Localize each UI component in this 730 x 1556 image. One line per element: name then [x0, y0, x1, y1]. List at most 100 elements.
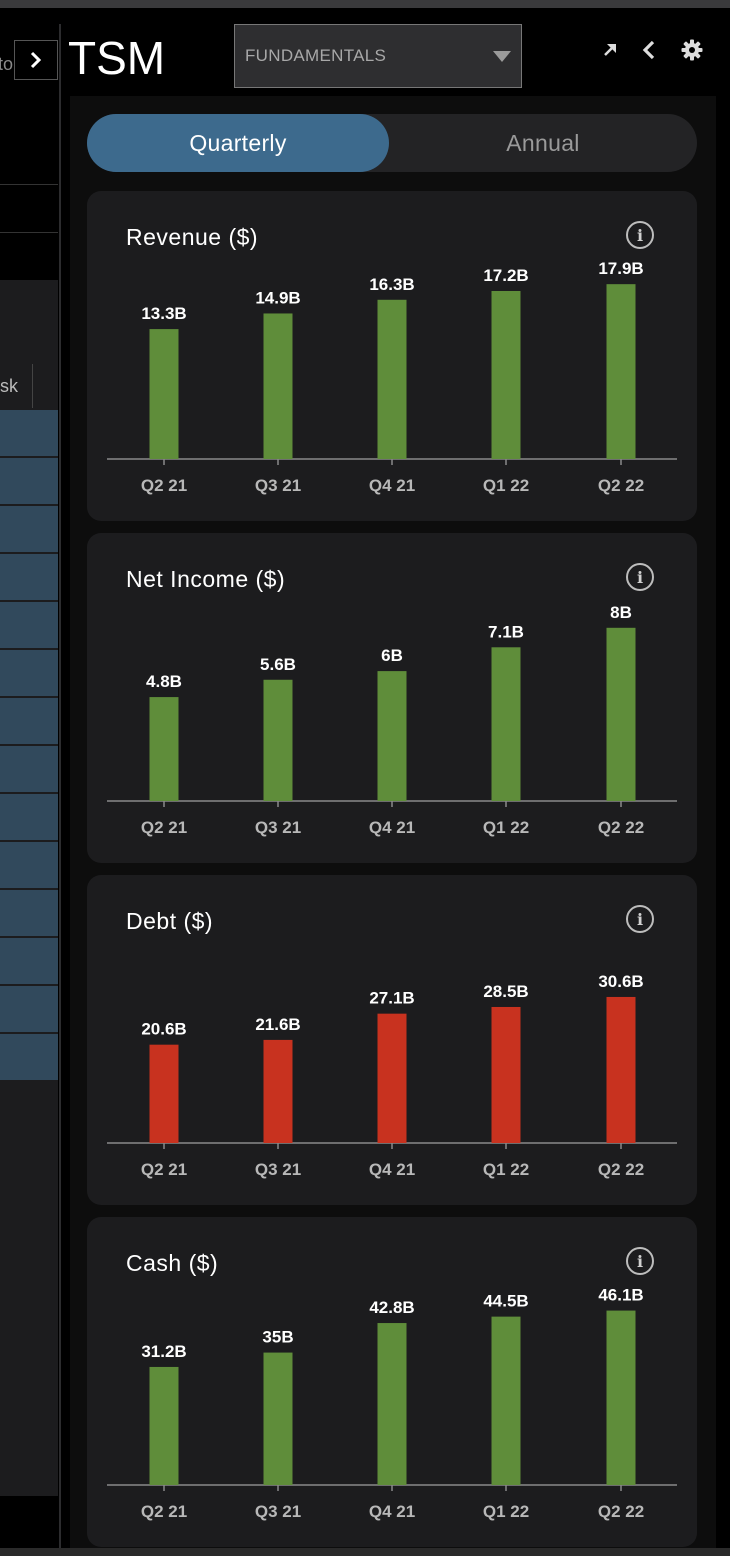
- background-list: to sk: [0, 0, 70, 1556]
- bar[interactable]: [606, 1310, 636, 1485]
- card-title: Cash ($): [126, 1250, 219, 1276]
- bar-value-label: 5.6B: [260, 655, 296, 674]
- x-tick-label: Q2 22: [598, 1502, 644, 1521]
- bar-value-label: 42.8B: [369, 1298, 414, 1317]
- bar[interactable]: [606, 996, 636, 1143]
- popout-button[interactable]: [596, 36, 624, 64]
- info-icon[interactable]: i: [626, 563, 654, 591]
- bar[interactable]: [491, 647, 521, 801]
- x-tick-label: Q2 21: [141, 476, 187, 495]
- table-row[interactable]: [0, 794, 58, 840]
- table-row[interactable]: [0, 1034, 58, 1080]
- table-row[interactable]: [0, 746, 58, 792]
- bar-value-label: 6B: [381, 646, 403, 665]
- caret-down-icon: [493, 51, 511, 62]
- bar[interactable]: [491, 1316, 521, 1485]
- background-cut-text: to: [0, 54, 14, 74]
- bar[interactable]: [149, 329, 179, 459]
- table-row[interactable]: [0, 554, 58, 600]
- bar-value-label: 31.2B: [141, 1342, 186, 1361]
- bar[interactable]: [263, 1039, 293, 1143]
- card-title: Net Income ($): [126, 566, 286, 592]
- bar-value-label: 35B: [262, 1328, 293, 1347]
- bar-value-label: 27.1B: [369, 989, 414, 1008]
- table-row[interactable]: [0, 698, 58, 744]
- x-tick-label: Q1 22: [483, 818, 529, 837]
- x-tick-label: Q4 21: [369, 1160, 415, 1179]
- table-row[interactable]: [0, 890, 58, 936]
- cash-card: Cash ($) i 31.2B Q2 21 35B Q3 21 42.8B Q4 21 4…: [87, 1217, 697, 1547]
- bar[interactable]: [263, 1352, 293, 1485]
- bar-value-label: 4.8B: [146, 672, 182, 691]
- settings-button[interactable]: [678, 36, 706, 64]
- toggle-annual[interactable]: Annual: [506, 129, 580, 156]
- info-icon[interactable]: i: [626, 905, 654, 933]
- x-tick-label: Q2 22: [598, 818, 644, 837]
- x-tick-label: Q2 22: [598, 1160, 644, 1179]
- bar[interactable]: [377, 671, 407, 801]
- bar[interactable]: [606, 284, 636, 459]
- bar[interactable]: [149, 1366, 179, 1485]
- chevron-right-icon: [30, 51, 42, 69]
- background-divider: [0, 184, 58, 185]
- table-row[interactable]: [0, 506, 58, 552]
- x-tick-label: Q1 22: [483, 1160, 529, 1179]
- bar-value-label: 20.6B: [141, 1020, 186, 1039]
- bar[interactable]: [606, 627, 636, 801]
- bar[interactable]: [149, 697, 179, 801]
- cash-chart: 31.2B Q2 21 35B Q3 21 42.8B Q4 21 44.5B Q1 22 46…: [107, 1286, 677, 1521]
- bar-value-label: 46.1B: [598, 1286, 643, 1305]
- revenue-chart: 13.3B Q2 21 14.9B Q3 21 16.3B Q4 21 17.2B Q1 22…: [107, 259, 677, 495]
- table-row[interactable]: [0, 650, 58, 696]
- table-row[interactable]: [0, 842, 58, 888]
- x-tick-label: Q2 21: [141, 1160, 187, 1179]
- info-icon[interactable]: i: [626, 1247, 654, 1275]
- fundamentals-panel: Quarterly Annual Revenue ($) i 13.3B Q2 2…: [70, 96, 716, 1548]
- net-income-card: Net Income ($) i 4.8B Q2 21 5.6B Q3 21 6B Q4 …: [87, 533, 697, 863]
- popout-arrow-icon: [604, 44, 616, 56]
- bar[interactable]: [377, 1013, 407, 1143]
- debt-chart: 20.6B Q2 21 21.6B Q3 21 27.1B Q4 21 28.5B Q1 22…: [107, 972, 677, 1179]
- ticker-symbol: TSM: [68, 32, 166, 84]
- bar[interactable]: [491, 291, 521, 459]
- view-select[interactable]: FUNDAMENTALS: [234, 24, 522, 88]
- table-row[interactable]: [0, 938, 58, 984]
- x-tick-label: Q1 22: [483, 476, 529, 495]
- x-tick-label: Q2 21: [141, 818, 187, 837]
- card-title: Revenue ($): [126, 224, 259, 250]
- table-row[interactable]: [0, 986, 58, 1032]
- bar-value-label: 17.9B: [598, 259, 643, 278]
- bar[interactable]: [149, 1044, 179, 1143]
- bar-value-label: 21.6B: [255, 1015, 300, 1034]
- table-row[interactable]: [0, 458, 58, 504]
- bar[interactable]: [263, 313, 293, 459]
- toggle-quarterly[interactable]: Quarterly: [87, 114, 389, 172]
- bar[interactable]: [377, 1323, 407, 1485]
- bar-value-label: 30.6B: [598, 972, 643, 991]
- bar-value-label: 7.1B: [488, 622, 524, 641]
- x-tick-label: Q3 21: [255, 818, 301, 837]
- period-toggle: Quarterly Annual: [87, 114, 697, 172]
- bar-value-label: 17.2B: [483, 266, 528, 285]
- table-row[interactable]: [0, 602, 58, 648]
- bar[interactable]: [491, 1006, 521, 1143]
- bar-value-label: 16.3B: [369, 275, 414, 294]
- info-icon[interactable]: i: [626, 221, 654, 249]
- collapse-panel-button[interactable]: [14, 40, 58, 80]
- x-tick-label: Q2 22: [598, 476, 644, 495]
- x-tick-label: Q3 21: [255, 1502, 301, 1521]
- bar[interactable]: [377, 299, 407, 459]
- x-tick-label: Q3 21: [255, 476, 301, 495]
- x-tick-label: Q3 21: [255, 1160, 301, 1179]
- x-tick-label: Q4 21: [369, 818, 415, 837]
- panel-divider: [59, 24, 61, 1548]
- table-row[interactable]: [0, 410, 58, 456]
- bar[interactable]: [263, 679, 293, 801]
- background-column-header[interactable]: [0, 364, 33, 408]
- back-button[interactable]: [636, 36, 664, 64]
- bar-value-label: 44.5B: [483, 1292, 528, 1311]
- card-title: Debt ($): [126, 908, 214, 934]
- background-column-header-label: sk: [0, 376, 18, 396]
- bar-value-label: 28.5B: [483, 982, 528, 1001]
- debt-card: Debt ($) i 20.6B Q2 21 21.6B Q3 21 27.1B Q4 2…: [87, 875, 697, 1205]
